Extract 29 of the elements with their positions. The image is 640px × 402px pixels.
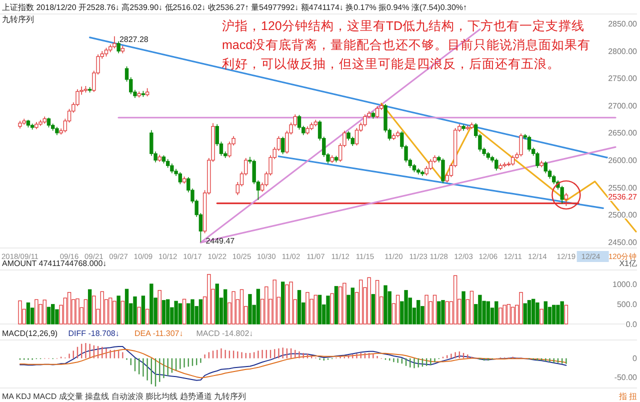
annotation: 2827.28 bbox=[119, 35, 149, 44]
y-tick-label: 2550.00 bbox=[608, 183, 638, 192]
y-tick-label: 2800.00 bbox=[608, 46, 638, 56]
chart-subtitle: 九转序列 bbox=[2, 15, 34, 24]
chart-title: 上证指数 2018/12/20 开2528.76↓ 高2539.90↓ 低2516.02↓ 收2536.27↑ 量54977992↓ 额4741174↓ 换0.17% 振0.94% 涨(7.54)0.30%↑ bbox=[2, 3, 468, 12]
series-label: DIFF -18.708↓ bbox=[68, 329, 120, 338]
y-tick-label: 2650.00 bbox=[608, 128, 638, 138]
y-tick-label: 2700.00 bbox=[608, 101, 638, 110]
annotation: macd没有底背离，量能配合也还不够。目前只能说消息面如果有 bbox=[222, 37, 591, 52]
text: MA KDJ MACD 成交量 操盘线 自动波浪 膨比均线 趋势通道 九转序列 bbox=[2, 392, 246, 401]
annotation: 沪指，120分钟结构，这里有TD低九结构，下方也有一定支撑线 bbox=[222, 18, 585, 33]
y-tick-label: 2750.00 bbox=[608, 74, 638, 84]
y-tick-label: 1000.0 bbox=[612, 280, 638, 289]
chart-title: MACD(12,26,9) bbox=[2, 329, 58, 338]
y-tick-label: 0 bbox=[632, 354, 638, 364]
y-axis-title: X1亿 bbox=[619, 259, 637, 268]
series-label: MACD -14.802↓ bbox=[196, 329, 254, 338]
series-label: DEA -11.307↓ bbox=[134, 329, 184, 338]
y-tick-label: -50.00 bbox=[614, 373, 638, 382]
annotation: 利好，可以做反抽，但这里可能是四浪反，后面还有五浪。 bbox=[222, 56, 560, 71]
y-tick-label: 2600.00 bbox=[608, 156, 638, 165]
y-tick-label: 0.0 bbox=[626, 320, 638, 329]
text: 指 扭 bbox=[618, 392, 637, 401]
y-tick-label: 2850.00 bbox=[608, 20, 638, 29]
chart-title: AMOUNT 47411744768.000↓ bbox=[2, 259, 107, 268]
annotation: 2536.27 bbox=[608, 192, 638, 202]
y-tick-label: 2450.00 bbox=[608, 238, 638, 247]
y-tick-label: 500.0 bbox=[616, 300, 638, 309]
annotation: 2449.47 bbox=[206, 236, 236, 246]
